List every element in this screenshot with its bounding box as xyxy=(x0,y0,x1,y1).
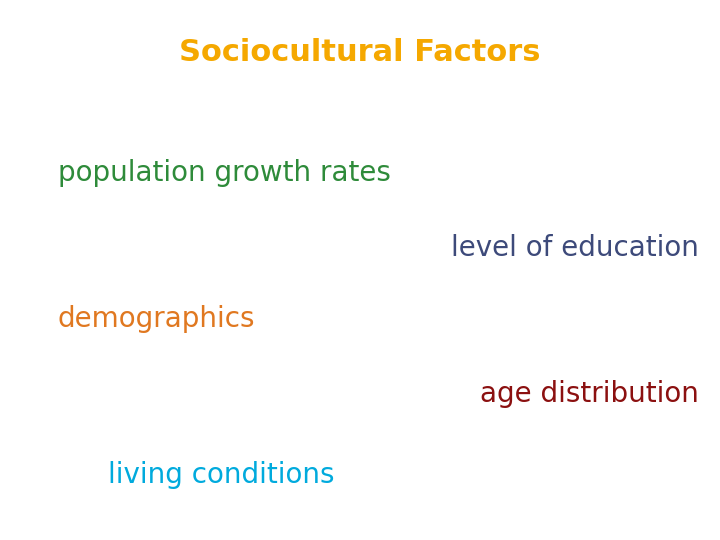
Text: level of education: level of education xyxy=(451,234,698,262)
Text: demographics: demographics xyxy=(58,305,255,333)
Text: population growth rates: population growth rates xyxy=(58,159,390,187)
Text: age distribution: age distribution xyxy=(480,380,698,408)
Text: Sociocultural Factors: Sociocultural Factors xyxy=(179,38,541,67)
Text: living conditions: living conditions xyxy=(108,461,335,489)
